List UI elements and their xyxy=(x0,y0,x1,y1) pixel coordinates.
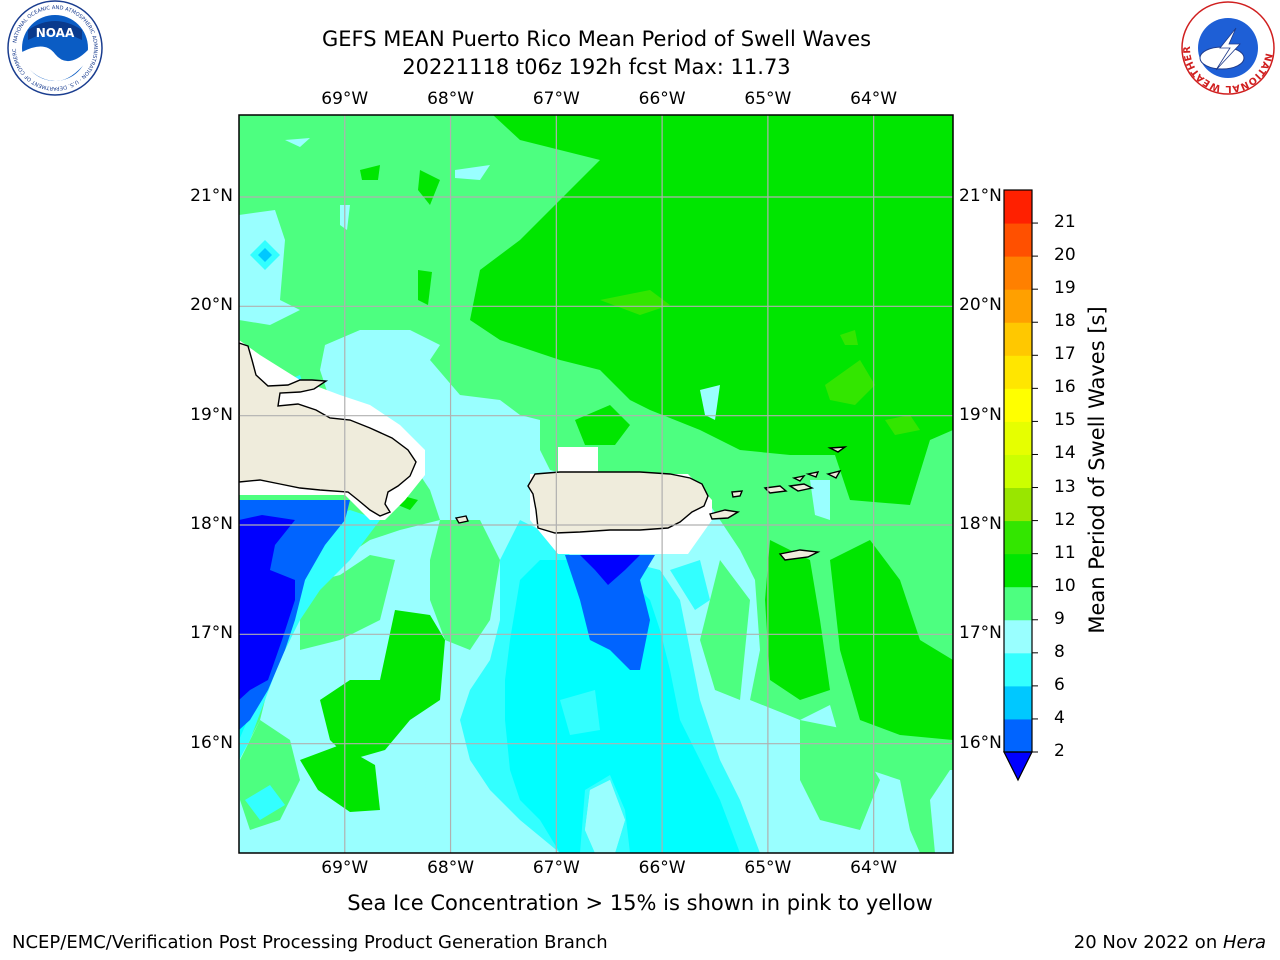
colorbar-tick-label: 2 xyxy=(1054,741,1065,761)
noaa-logo: NOAA NATIONAL OCEANIC AND ATMOSPHERIC AD… xyxy=(0,0,103,96)
lat-tick-label-left: 21°N xyxy=(190,186,233,206)
colorbar-segment xyxy=(1004,322,1032,356)
colorbar-tick-label: 9 xyxy=(1054,608,1065,629)
colorbar-tick-label: 13 xyxy=(1054,476,1076,497)
colorbar-tick-label: 6 xyxy=(1054,674,1065,695)
colorbar-outline xyxy=(1003,189,1033,753)
colorbar-tick-label: 17 xyxy=(1054,344,1076,365)
colorbar-tick-label: 14 xyxy=(1054,443,1076,464)
lon-tick-label-top: 69°W xyxy=(321,89,369,109)
lon-tick-label-top: 66°W xyxy=(638,89,686,109)
lon-tick-label-bottom: 69°W xyxy=(321,858,369,878)
lat-tick-label-left: 19°N xyxy=(190,404,233,425)
nws-logo: NATIONAL WEATHER SERVICE xyxy=(0,0,1275,95)
lon-tick-label-top: 64°W xyxy=(850,89,898,109)
colorbar-tick-label: 15 xyxy=(1054,410,1076,431)
colorbar-segment xyxy=(1004,520,1032,555)
lat-tick-label-left: 20°N xyxy=(190,295,233,316)
lon-tick-label-bottom: 64°W xyxy=(850,858,898,878)
colorbar-segment xyxy=(1004,586,1032,621)
colorbar-segment xyxy=(1004,553,1032,588)
sea-ice-note: Sea Ice Concentration > 15% is shown in … xyxy=(347,891,933,915)
map-subtitle: 20221118 t06z 192h fcst Max: 11.73 xyxy=(402,55,791,79)
lat-tick-label-right: 17°N xyxy=(959,623,1002,644)
footer-branch: NCEP/EMC/Verification Post Processing Pr… xyxy=(12,932,608,953)
colorbar-segment xyxy=(1004,652,1032,687)
lon-tick-label-bottom: 67°W xyxy=(532,858,580,878)
colorbar-tick-label: 11 xyxy=(1054,542,1076,563)
colorbar-segment xyxy=(1004,289,1032,323)
lon-tick-label-top: 65°W xyxy=(744,89,792,109)
lat-tick-label-right: 21°N xyxy=(959,186,1002,206)
lat-tick-label-right: 16°N xyxy=(959,732,1002,753)
graticule xyxy=(239,115,953,853)
noaa-logo-text: NOAA xyxy=(36,26,75,40)
footer-machine: Hera xyxy=(1222,932,1266,953)
lat-tick-label-left: 16°N xyxy=(190,732,233,753)
colorbar-tick-label: 10 xyxy=(1054,575,1076,596)
colorbar-segment xyxy=(1004,388,1032,422)
colorbar-tick-label: 8 xyxy=(1054,641,1065,662)
map-title: GEFS MEAN Puerto Rico Mean Period of Swe… xyxy=(321,27,872,51)
colorbar-tick-label: 20 xyxy=(1054,245,1076,266)
lat-tick-label-left: 17°N xyxy=(190,623,233,644)
lon-tick-label-bottom: 65°W xyxy=(744,858,792,878)
swell-period-map xyxy=(238,114,954,854)
lat-tick-label-right: 19°N xyxy=(959,404,1002,425)
colorbar-segment xyxy=(1004,421,1032,455)
nws-logo-ring-text: NATIONAL WEATHER SERVICE xyxy=(0,0,1273,94)
footer-date-text: 20 Nov 2022 on xyxy=(1073,932,1223,953)
colorbar-tick-label: 12 xyxy=(1054,509,1076,530)
colorbar-segment xyxy=(1004,685,1032,720)
map-frame xyxy=(238,114,954,854)
colorbar-under-extension xyxy=(1003,751,1033,782)
land-masses xyxy=(239,342,848,561)
colorbar-tick-label: 16 xyxy=(1054,377,1076,398)
lon-tick-label-bottom: 68°W xyxy=(427,858,475,878)
lat-tick-label-left: 18°N xyxy=(190,514,233,534)
lon-tick-label-top: 67°W xyxy=(532,89,580,109)
footer-date: 20 Nov 2022 on Hera xyxy=(1074,932,1266,953)
colorbar-segment xyxy=(1004,487,1032,522)
svg-text:NATIONAL WEATHER SERVICE: NATIONAL WEATHER SERVICE xyxy=(0,0,1274,94)
colorbar-segment xyxy=(1004,454,1032,489)
colorbar-segment xyxy=(1004,190,1032,224)
colorbar-segment xyxy=(1004,718,1032,753)
colorbar-tick-label: 21 xyxy=(1054,212,1076,233)
colorbar-tick-label: 19 xyxy=(1054,278,1076,299)
colorbar-tick-label: 18 xyxy=(1054,311,1076,332)
colorbar-title: Mean Period of Swell Waves [s] xyxy=(1085,306,1109,634)
lat-tick-label-right: 18°N xyxy=(959,514,1002,534)
colorbar-segment xyxy=(1004,256,1032,290)
colorbar xyxy=(1003,189,1038,782)
colorbar-segment xyxy=(1004,619,1032,654)
lat-tick-label-right: 20°N xyxy=(959,295,1002,316)
colorbar-tick-label: 4 xyxy=(1054,707,1065,728)
lon-tick-label-bottom: 66°W xyxy=(638,858,686,878)
colorbar-segment xyxy=(1004,355,1032,389)
lon-tick-label-top: 68°W xyxy=(427,89,475,109)
colorbar-segment xyxy=(1004,223,1032,257)
